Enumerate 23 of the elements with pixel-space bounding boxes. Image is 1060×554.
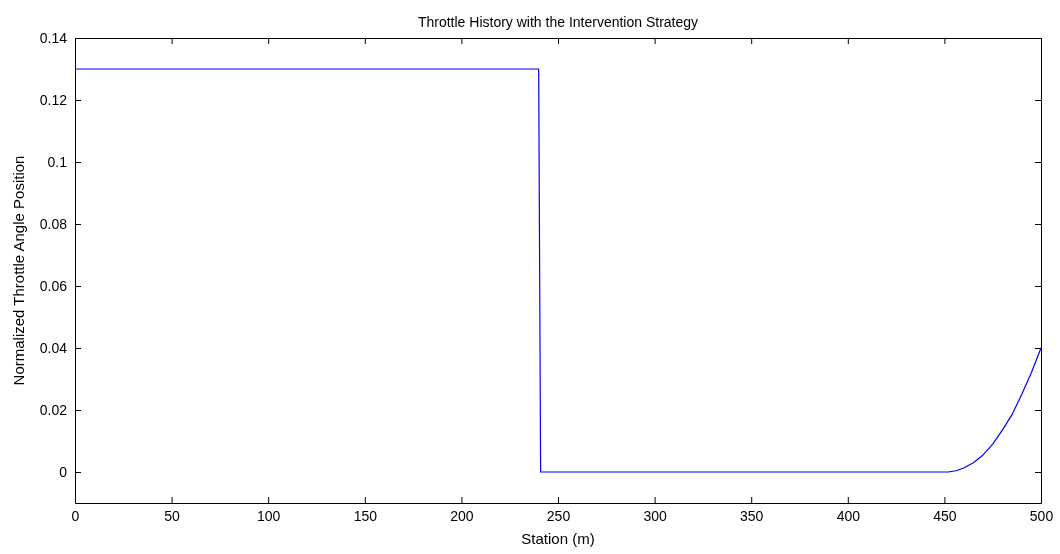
- x-tick-label: 200: [450, 507, 474, 524]
- x-tick-label: 100: [257, 507, 281, 524]
- line-series: [74, 68, 1042, 473]
- y-tick-label: 0: [59, 463, 68, 480]
- y-tick-label: 0.12: [39, 91, 68, 108]
- x-tick-label: 50: [164, 507, 181, 524]
- x-tick-label: 250: [546, 507, 571, 524]
- x-axis-title: Station (m): [521, 530, 595, 547]
- x-tick-label: 0: [71, 507, 80, 524]
- x-tick-label: 500: [1029, 507, 1054, 524]
- y-tick-label: 0.1: [47, 153, 68, 170]
- x-tick-label: 150: [353, 507, 378, 524]
- y-tick-label: 0.14: [39, 29, 68, 46]
- y-axis-title: Normalized Throttle Angle Position: [10, 155, 27, 386]
- y-tick-label: 0.02: [39, 401, 68, 418]
- x-tick-label: 450: [933, 507, 957, 524]
- x-tick-label: 300: [643, 507, 667, 524]
- y-tick-label: 0.06: [39, 277, 68, 294]
- x-tick-label: 400: [836, 507, 861, 524]
- chart-title: Throttle History with the Intervention Strategy: [417, 14, 699, 30]
- y-tick-label: 0.08: [39, 215, 68, 232]
- x-tick-label: 350: [740, 507, 764, 524]
- y-tick-label: 0.04: [39, 339, 68, 356]
